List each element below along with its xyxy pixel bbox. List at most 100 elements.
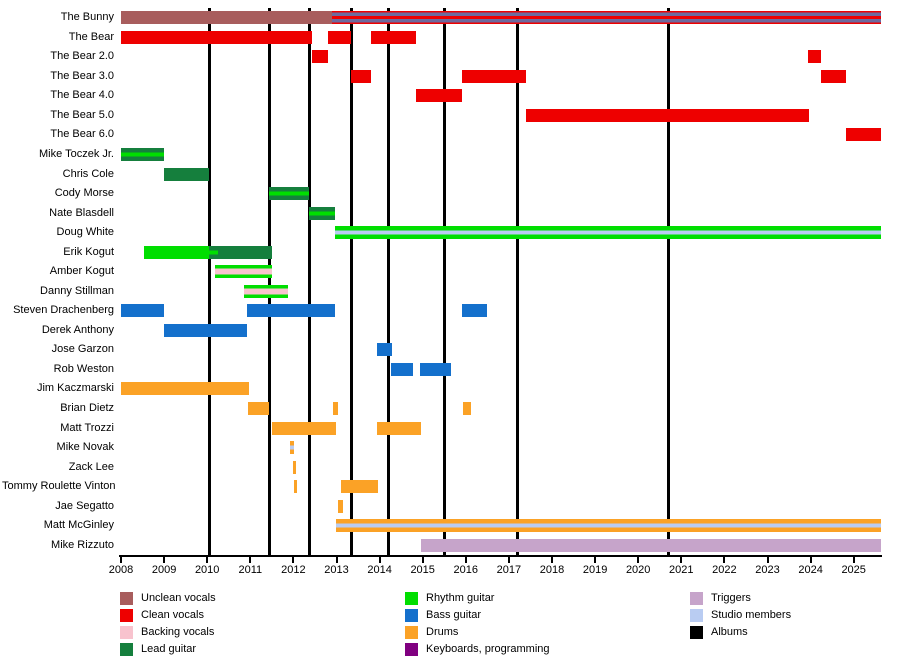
timeline-bar <box>247 401 270 415</box>
x-tick-label: 2010 <box>194 564 220 576</box>
legend-swatch <box>405 592 418 605</box>
x-tick <box>249 557 252 563</box>
album-line <box>386 8 390 555</box>
member-label: Erik Kogut <box>63 245 114 258</box>
timeline-bar <box>351 69 372 83</box>
x-tick-label: 2024 <box>798 564 823 576</box>
timeline-bar <box>334 226 882 240</box>
member-label: Steven Drachenberg <box>13 304 114 317</box>
x-axis-line <box>119 555 883 557</box>
timeline-bar <box>341 480 378 494</box>
timeline-bar <box>246 304 335 318</box>
x-tick <box>292 557 295 563</box>
legend-item: Drums <box>405 626 665 640</box>
timeline-bar <box>271 421 337 435</box>
album-line <box>349 8 353 555</box>
legend-item: Unclean vocals <box>120 592 380 606</box>
x-tick <box>551 557 553 563</box>
x-tick-label: 2014 <box>367 564 392 576</box>
legend-label: Clean vocals <box>141 609 204 621</box>
album-line <box>207 8 211 555</box>
x-tick-label: 2017 <box>496 564 522 576</box>
timeline-bar <box>121 304 165 318</box>
timeline-bar <box>332 11 882 25</box>
x-tick <box>852 557 855 563</box>
legend-label: Bass guitar <box>426 609 482 621</box>
x-tick-label: 2011 <box>238 564 263 576</box>
timeline-bar <box>269 187 309 201</box>
member-label: Amber Kogut <box>49 265 114 278</box>
member-label: Jae Segatto <box>55 499 114 512</box>
legend-label: Keyboards, programming <box>426 643 550 655</box>
member-label: Tommy Roulette Vinton <box>2 480 116 493</box>
member-label: The Bunny <box>60 11 114 24</box>
legend-item: Triggers <box>690 592 900 606</box>
x-tick <box>163 557 166 563</box>
member-label: The Bear 4.0 <box>50 89 114 102</box>
timeline-bar <box>209 245 219 259</box>
album-line <box>442 8 446 555</box>
legend-item: Albums <box>690 626 900 640</box>
x-tick-label: 2015 <box>410 564 435 576</box>
legend-item: Backing vocals <box>120 626 380 640</box>
member-label: Zack Lee <box>68 460 114 473</box>
legend-item: Bass guitar <box>405 609 665 623</box>
timeline-bar <box>419 362 452 376</box>
timeline-bar <box>214 265 272 279</box>
timeline-bar <box>845 128 882 142</box>
x-tick <box>594 557 597 563</box>
album-line <box>307 8 311 555</box>
member-label: Cody Morse <box>54 187 114 200</box>
x-tick-label: 2018 <box>539 564 565 576</box>
member-label: Chris Cole <box>62 167 114 180</box>
member-label: Jim Kaczmarski <box>36 382 114 395</box>
x-tick-label: 2022 <box>712 564 737 576</box>
timeline-bar <box>462 69 527 83</box>
timeline-bar <box>121 30 313 44</box>
x-tick-label: 2020 <box>625 564 651 576</box>
timeline-bar <box>312 50 329 64</box>
legend-swatch <box>690 592 703 605</box>
legend-swatch <box>405 643 418 656</box>
member-label: The Bear 3.0 <box>50 69 114 82</box>
x-tick-label: 2012 <box>281 564 306 576</box>
x-tick <box>378 557 381 563</box>
member-label: Derek Anthony <box>41 323 114 336</box>
member-label: The Bear <box>68 30 114 43</box>
timeline-bar <box>294 480 298 494</box>
x-tick <box>507 557 510 563</box>
x-tick <box>766 557 769 563</box>
legend-item: Rhythm guitar <box>405 592 665 606</box>
timeline-bar <box>121 382 250 396</box>
member-label: Matt McGinley <box>43 519 114 532</box>
timeline-bar <box>337 499 344 513</box>
legend-label: Lead guitar <box>141 643 197 655</box>
legend-swatch <box>120 626 133 639</box>
member-label: Mike Rizzuto <box>51 538 114 551</box>
legend-swatch <box>405 626 418 639</box>
legend-item: Lead guitar <box>120 643 380 657</box>
member-label: Matt Trozzi <box>60 421 114 434</box>
timeline-bar <box>164 167 210 181</box>
timeline-bar <box>462 401 471 415</box>
legend-swatch <box>405 609 418 622</box>
member-label: The Bear 5.0 <box>50 108 114 121</box>
timeline-bar <box>143 245 210 259</box>
timeline-bar <box>121 11 333 25</box>
x-tick <box>723 557 726 563</box>
legend-swatch <box>120 609 133 622</box>
x-tick <box>680 557 683 563</box>
legend-label: Unclean vocals <box>141 592 216 604</box>
timeline-bar <box>807 50 821 64</box>
timeline-bar <box>335 519 882 533</box>
member-label: Brian Dietz <box>60 401 114 414</box>
x-tick <box>464 557 467 563</box>
timeline-bar <box>164 323 247 337</box>
member-label: Jose Garzon <box>51 343 114 356</box>
x-tick <box>809 557 812 563</box>
member-label: Rob Weston <box>53 362 114 375</box>
legend-swatch <box>690 609 703 622</box>
timeline-bar <box>121 148 165 162</box>
member-label: The Bear 2.0 <box>50 50 114 63</box>
